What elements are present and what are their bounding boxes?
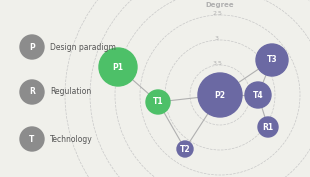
- Text: T2: T2: [180, 144, 190, 153]
- Circle shape: [258, 117, 278, 137]
- Circle shape: [198, 73, 242, 117]
- Text: R: R: [29, 87, 35, 96]
- Text: P: P: [29, 42, 35, 52]
- Text: Degree: Degree: [206, 2, 234, 8]
- Text: T3: T3: [267, 56, 277, 64]
- Circle shape: [245, 82, 271, 108]
- Circle shape: [20, 35, 44, 59]
- Text: Design paradigm: Design paradigm: [50, 42, 116, 52]
- Circle shape: [146, 90, 170, 114]
- Text: P2: P2: [215, 90, 225, 99]
- Text: 3: 3: [215, 36, 219, 41]
- Text: Technology: Technology: [50, 135, 93, 144]
- Text: T1: T1: [153, 98, 163, 107]
- Text: 3.5: 3.5: [212, 61, 222, 66]
- Text: R1: R1: [263, 122, 273, 132]
- Circle shape: [177, 141, 193, 157]
- Circle shape: [99, 48, 137, 86]
- Text: 2.5: 2.5: [212, 11, 222, 16]
- Circle shape: [20, 127, 44, 151]
- Circle shape: [20, 80, 44, 104]
- Text: P1: P1: [113, 62, 123, 72]
- Text: T4: T4: [253, 90, 263, 99]
- Circle shape: [256, 44, 288, 76]
- Text: T: T: [29, 135, 35, 144]
- Text: Regulation: Regulation: [50, 87, 91, 96]
